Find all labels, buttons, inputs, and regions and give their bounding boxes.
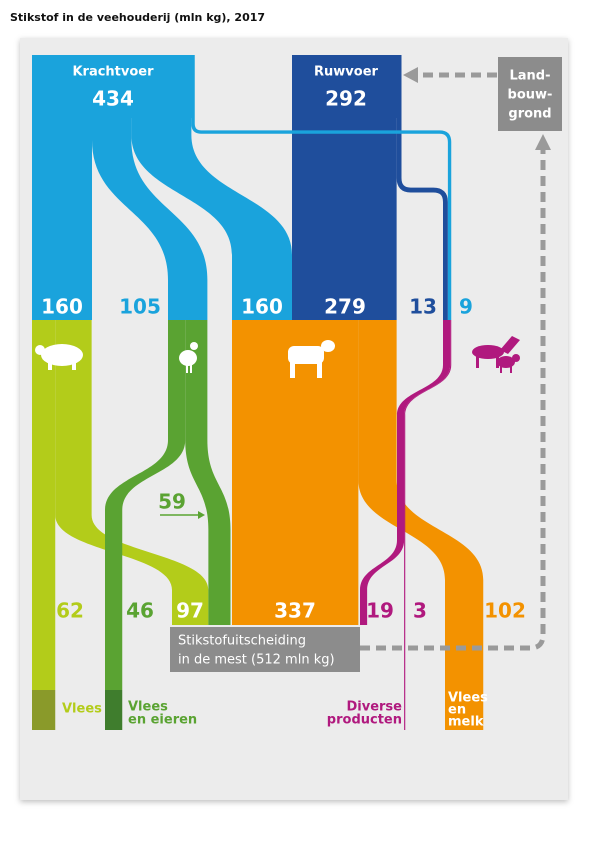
product-label: Vlees xyxy=(62,702,102,717)
outflow-value: 337 xyxy=(274,599,316,623)
manure-label: in de mest (512 mln kg) xyxy=(178,653,335,668)
flow-band xyxy=(32,118,92,320)
arrow-head xyxy=(403,67,418,83)
inflow-value: 105 xyxy=(119,295,161,319)
flow-band xyxy=(185,320,231,625)
outflow-value: 46 xyxy=(126,599,154,623)
product-label: Diverse xyxy=(346,700,402,715)
product-label: producten xyxy=(327,713,402,728)
outflow-value: 102 xyxy=(484,599,526,623)
flow-band xyxy=(358,320,484,730)
feed-total: 292 xyxy=(325,87,367,111)
flow-band xyxy=(92,118,208,320)
inflow-value: 160 xyxy=(41,295,83,319)
flow-band xyxy=(32,320,56,690)
product-label: Vlees xyxy=(448,691,488,706)
feed-name: Ruwvoer xyxy=(314,65,378,80)
arrow-head xyxy=(198,511,205,519)
inflow-value: 160 xyxy=(241,295,283,319)
land-box xyxy=(498,57,562,131)
outflow-value: 97 xyxy=(176,599,204,623)
horse-icon xyxy=(472,336,520,373)
land-label: grond xyxy=(508,107,551,122)
chicken-icon xyxy=(179,342,198,373)
inflow-value: 9 xyxy=(459,295,473,319)
product-label: en eieren xyxy=(128,713,197,728)
product-bar xyxy=(105,690,123,730)
labels: Krachtvoer 434 Ruwvoer 292 Land-bouw-grond 16… xyxy=(41,65,552,730)
outflow-value: 19 xyxy=(366,599,394,623)
product-label: melk xyxy=(448,715,484,730)
flow-band xyxy=(292,118,397,320)
inflow-value: 279 xyxy=(324,295,366,319)
pig-icon xyxy=(35,344,83,370)
manure-label: Stikstofuitscheiding xyxy=(178,634,306,649)
flows xyxy=(32,55,484,730)
flow-line xyxy=(396,118,448,320)
outflow-value: 62 xyxy=(56,599,84,623)
title: Stikstof in de veehouderij (mln kg), 201… xyxy=(10,11,265,24)
overlay xyxy=(32,57,562,730)
flow-band xyxy=(232,320,359,625)
feed-block xyxy=(292,55,402,118)
feed-name: Krachtvoer xyxy=(72,65,154,80)
manure-box xyxy=(170,627,360,672)
return-line xyxy=(360,148,546,651)
feed-total: 434 xyxy=(92,87,134,111)
flow-line xyxy=(191,118,452,320)
product-bar xyxy=(32,690,56,730)
inflow-value: 13 xyxy=(409,295,437,319)
land-label: bouw- xyxy=(508,88,553,103)
land-label: Land- xyxy=(509,69,550,84)
annotation-value: 59 xyxy=(158,490,186,514)
flow-band xyxy=(131,118,292,320)
feed-block xyxy=(32,55,195,118)
product-label: Vlees xyxy=(128,700,168,715)
product-label: en xyxy=(448,703,466,718)
flow-band xyxy=(105,320,186,690)
arrow-head xyxy=(535,134,551,150)
outflow-value: 3 xyxy=(413,599,427,623)
cow-icon xyxy=(288,340,335,378)
